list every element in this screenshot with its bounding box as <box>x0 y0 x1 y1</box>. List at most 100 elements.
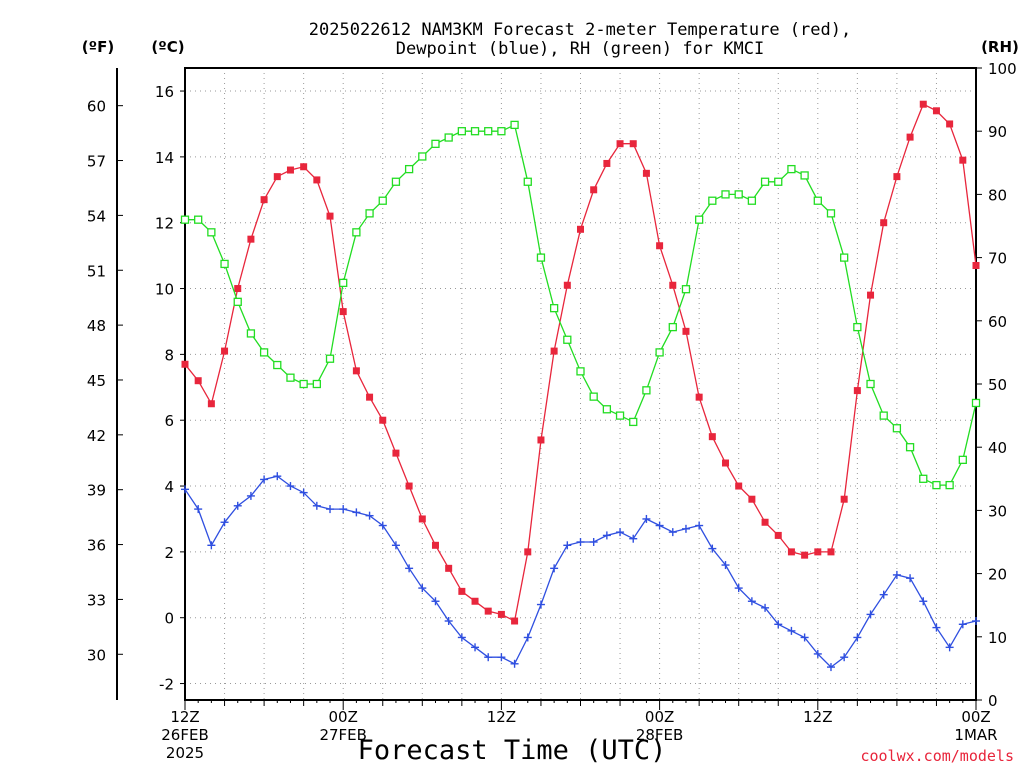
fahrenheit-tick-label: 54 <box>87 207 106 225</box>
dewpoint-point <box>695 521 704 530</box>
rh-point <box>523 177 532 186</box>
temperature-point <box>774 531 782 539</box>
fahrenheit-tick-label: 60 <box>87 98 106 116</box>
temperature-point <box>906 133 914 141</box>
fahrenheit-tick-label: 39 <box>87 482 106 500</box>
celsius-tick-label: 6 <box>164 412 174 430</box>
celsius-tick-label: 10 <box>155 281 174 299</box>
rh-point <box>721 190 730 199</box>
temperature-point <box>722 459 730 467</box>
dewpoint-point <box>655 521 664 530</box>
rh-point <box>273 360 282 370</box>
temperature-point <box>471 597 479 605</box>
temperature-point <box>234 285 242 293</box>
dewpoint-point <box>207 541 216 550</box>
rh-point <box>589 392 598 401</box>
dewpoint-point <box>471 643 480 652</box>
dewpoint-point <box>563 541 572 550</box>
rh-point <box>800 171 809 180</box>
dewpoint-point <box>958 620 967 629</box>
dewpoint-point <box>220 518 229 527</box>
temperature-point <box>669 281 677 289</box>
rh-point <box>325 354 335 363</box>
dewpoint-point <box>418 584 427 593</box>
rh-point <box>312 379 321 389</box>
dewpoint-point <box>721 561 730 570</box>
celsius-tick-label: 4 <box>164 478 174 496</box>
rh-point <box>668 322 677 332</box>
temperature-point <box>458 587 466 595</box>
dewpoint-point <box>378 521 387 530</box>
temperature-point <box>392 449 400 457</box>
x-axis-title: Forecast Time (UTC) <box>358 735 667 766</box>
dewpoint-point <box>444 617 453 625</box>
dewpoint-point <box>181 485 189 494</box>
dewpoint-point <box>536 600 545 609</box>
dewpoint-point <box>813 649 822 658</box>
x-tick-label: 12Z <box>170 708 199 726</box>
rh-point <box>431 139 440 148</box>
rh-tick-label: 10 <box>988 629 1007 647</box>
x-tick-label: 2025 <box>166 744 204 762</box>
temperature-point <box>550 347 558 355</box>
rh-point <box>655 348 664 357</box>
dewpoint-point <box>906 574 915 583</box>
rh-tick-label: 90 <box>988 123 1007 141</box>
dewpoint-point <box>273 472 282 481</box>
rh-point <box>563 335 572 344</box>
dewpoint-point <box>194 505 203 514</box>
rh-tick-label: 0 <box>988 692 998 710</box>
rh-point <box>629 417 638 427</box>
dewpoint-point <box>616 528 625 537</box>
temperature-point <box>735 482 743 490</box>
temperature-point <box>590 186 598 194</box>
temperature-point <box>445 564 453 572</box>
fahrenheit-tick-label: 45 <box>87 372 106 390</box>
temperature-point <box>194 377 202 385</box>
temperature-point <box>959 156 967 164</box>
fahrenheit-tick-label: 42 <box>87 427 106 445</box>
temperature-point <box>511 617 519 625</box>
rh-tick-label: 30 <box>988 502 1007 520</box>
dewpoint-point <box>484 653 493 662</box>
temperature-point <box>708 433 716 441</box>
x-tick-label: 26FEB <box>161 726 208 744</box>
temperature-point <box>181 360 189 368</box>
fahrenheit-tick-label: 48 <box>87 317 106 335</box>
temperature-point <box>379 416 387 424</box>
temperature-point <box>300 163 308 171</box>
dewpoint-point <box>326 505 335 514</box>
rh-point <box>352 228 361 237</box>
rh-point <box>220 259 229 269</box>
temperature-point <box>431 541 439 549</box>
dewpoint-point <box>299 488 308 497</box>
dewpoint-point <box>246 491 255 500</box>
fahrenheit-tick-label: 30 <box>87 646 106 664</box>
dewpoint-point <box>879 590 888 599</box>
temperature-point <box>629 140 637 148</box>
rh-point <box>945 480 954 490</box>
rh-point <box>378 196 387 205</box>
dewpoint-point <box>352 508 361 517</box>
rh-point <box>299 379 308 389</box>
rh-point <box>695 215 704 224</box>
rh-point <box>774 177 783 186</box>
x-tick-label: 27FEB <box>319 726 366 744</box>
dewpoint-point <box>668 528 677 537</box>
rh-point <box>681 285 691 294</box>
x-tick-label: 00Z <box>329 708 358 726</box>
celsius-tick-label: 8 <box>164 346 174 364</box>
rh-point <box>484 127 493 136</box>
rh-point <box>549 304 559 313</box>
dewpoint-point <box>708 544 717 553</box>
temperature-point <box>840 495 848 503</box>
rh-tick-label: 60 <box>988 313 1007 331</box>
temperature-point <box>761 518 769 526</box>
rh-point <box>457 127 467 136</box>
temperature-point <box>880 219 888 227</box>
rh-point <box>194 215 203 224</box>
temperature-point <box>207 400 215 408</box>
temperature-point <box>827 548 835 556</box>
temperature-point <box>418 515 426 523</box>
